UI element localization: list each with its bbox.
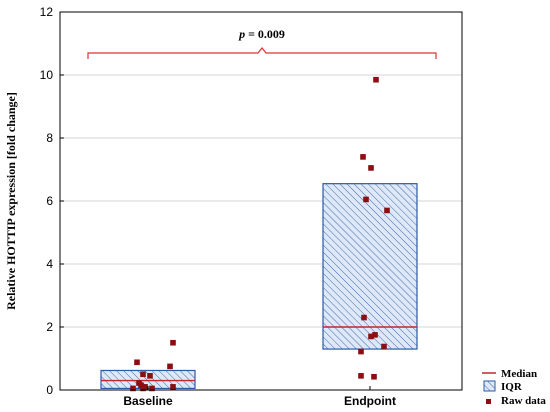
y-tick-label: 4 — [46, 257, 53, 271]
y-tick-label: 0 — [46, 383, 53, 397]
raw-data-point — [384, 207, 390, 214]
raw-data-point — [170, 339, 176, 346]
raw-data-point — [147, 373, 153, 379]
iqr-boxes — [100, 183, 418, 390]
legend-raw-label: Raw data — [501, 395, 546, 407]
y-tick-label: 8 — [46, 131, 53, 145]
raw-data-point — [358, 348, 364, 355]
legend-iqr-label: IQR — [501, 381, 523, 393]
raw-data-point — [140, 371, 146, 378]
x-category-label: Endpoint — [344, 394, 396, 408]
legend-raw-swatch — [486, 399, 491, 404]
raw-data-point — [363, 196, 369, 203]
legend-median-label: Median — [501, 368, 537, 380]
y-tick-label: 2 — [46, 320, 53, 334]
p-value-annotation: p = 0.009 — [238, 27, 285, 41]
iqr-box-endpoint — [322, 183, 418, 350]
x-axis-categories: Baseline Endpoint — [123, 386, 396, 408]
raw-data-point — [130, 385, 136, 392]
raw-data-points — [130, 76, 390, 392]
raw-data-point — [368, 165, 374, 171]
raw-data-point — [368, 333, 374, 340]
legend-iqr-swatch — [483, 380, 496, 392]
raw-data-point — [373, 76, 379, 83]
raw-data-point — [372, 332, 378, 338]
y-tick-label: 6 — [46, 194, 53, 208]
y-axis-ticks: 0 2 4 6 8 10 12 — [40, 5, 64, 397]
raw-data-point — [371, 373, 377, 380]
significance-bracket: p = 0.009 — [87, 27, 437, 59]
raw-data-point — [381, 343, 387, 350]
raw-data-point — [149, 385, 155, 392]
legend: Median IQR Raw data — [482, 368, 546, 407]
bracket-line — [87, 47, 437, 59]
raw-data-point — [138, 382, 144, 389]
y-axis-title: Relative HOTTIP expression [fold change] — [4, 92, 18, 310]
y-tick-label: 10 — [40, 68, 54, 82]
raw-data-point — [167, 363, 173, 370]
y-tick-label: 12 — [40, 5, 54, 19]
raw-data-point — [140, 385, 146, 392]
raw-data-point — [358, 373, 364, 379]
p-symbol: p — [238, 27, 245, 41]
raw-data-point — [170, 384, 176, 390]
raw-data-point — [360, 154, 366, 160]
p-value: = 0.009 — [248, 27, 285, 41]
raw-data-point — [361, 314, 367, 321]
x-category-label: Baseline — [123, 394, 173, 408]
raw-data-point — [134, 359, 140, 366]
